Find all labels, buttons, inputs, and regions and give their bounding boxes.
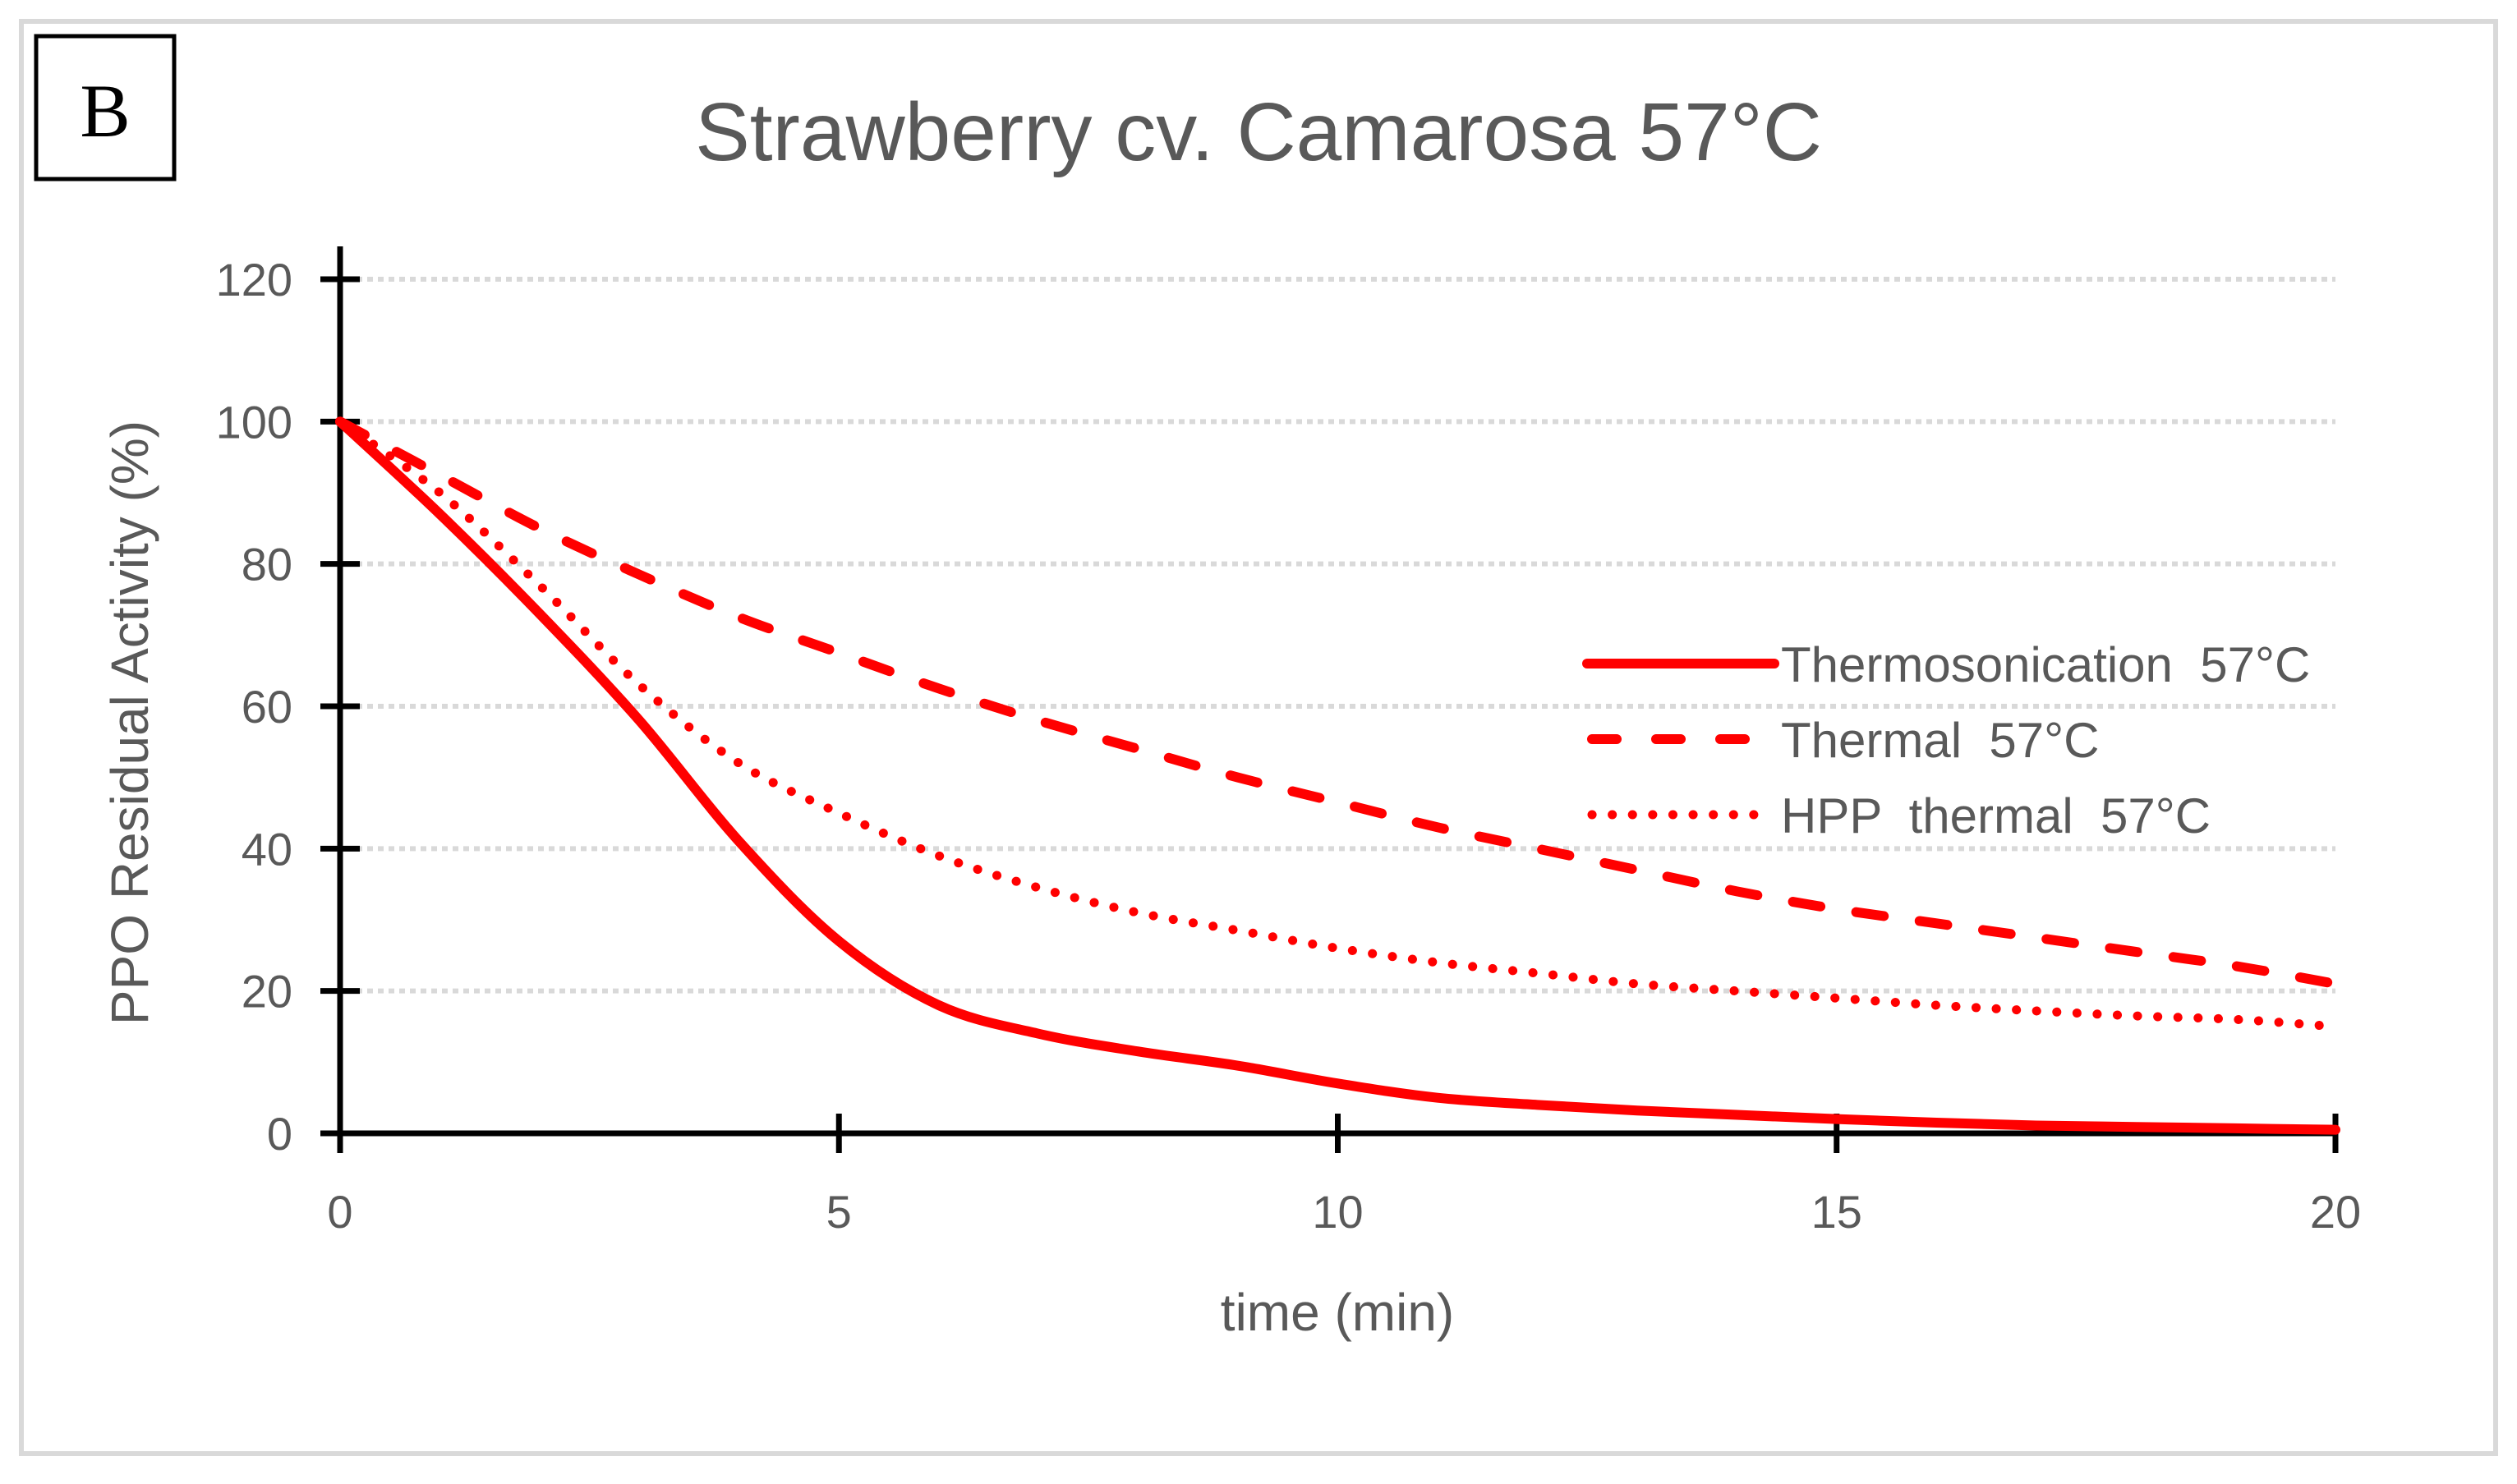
x-tick-label: 0 [327, 1186, 352, 1238]
series-line-dotted [335, 416, 2340, 1031]
chart-border [19, 19, 2498, 1456]
x-tick-label: 10 [1312, 1186, 1363, 1238]
y-tick-label: 60 [242, 681, 292, 733]
y-tick-labels: 0 20 40 60 80 100 120 [216, 254, 292, 1160]
y-tick-label: 0 [267, 1108, 292, 1160]
y-axis-label: PPO Residual Activity (%) [100, 420, 159, 1025]
panel-label: B [80, 69, 130, 153]
y-tick-label: 100 [216, 396, 292, 448]
series-line-dashed [335, 416, 2340, 989]
y-tick-label: 80 [242, 539, 292, 590]
x-tick-label: 20 [2310, 1186, 2361, 1238]
y-tick-label: 120 [216, 254, 292, 306]
x-tick-label: 5 [826, 1186, 852, 1238]
legend-label: Thermosonication 57°C [1781, 637, 2310, 692]
legend: Thermosonication 57°C Thermal 57°C HPP t… [1582, 637, 2310, 843]
series-line-solid [335, 416, 2340, 1135]
y-tick-label: 40 [242, 823, 292, 875]
legend-item-hpp-thermal: HPP thermal 57°C [1587, 788, 2211, 843]
x-tick-labels: 0 5 10 15 20 [327, 1186, 2361, 1238]
y-tick-label: 20 [242, 966, 292, 1018]
chart-title: Strawberry cv. Camarosa 57°C [695, 86, 1822, 178]
x-axis-label: time (min) [1221, 1283, 1454, 1342]
legend-item-thermal: Thermal 57°C [1587, 713, 2099, 768]
legend-label: HPP thermal 57°C [1781, 788, 2211, 843]
gridlines [357, 277, 2335, 994]
legend-label: Thermal 57°C [1781, 713, 2099, 768]
series-lines [335, 416, 2340, 1135]
legend-item-thermosonication: Thermosonication 57°C [1582, 637, 2310, 692]
panel-label-box: B [34, 34, 177, 181]
x-tick-label: 15 [1811, 1186, 1862, 1238]
